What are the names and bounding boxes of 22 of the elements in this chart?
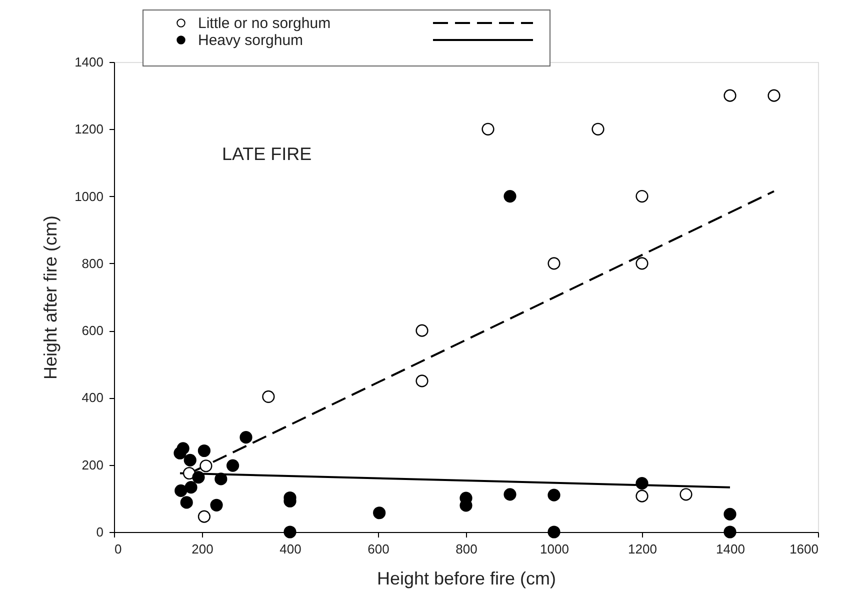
x-tick-label: 800 — [456, 542, 478, 556]
y-axis-title: Height after fire (cm) — [40, 215, 61, 380]
y-tick-label: 200 — [82, 457, 104, 472]
x-tick-label: 1600 — [790, 542, 818, 556]
y-tick-label: 1400 — [74, 54, 104, 70]
y-tick-label: 1000 — [74, 188, 104, 204]
y-tick-label: 600 — [82, 323, 104, 338]
y-tick-label: 400 — [82, 390, 104, 406]
y-tick-label: 0 — [96, 524, 104, 540]
y-tick-label: 1200 — [74, 122, 104, 137]
y-tick-label: 800 — [82, 256, 104, 271]
legend-label: Heavy sorghum — [198, 32, 304, 49]
legend-label: Little or no sorghum — [198, 15, 331, 32]
x-tick-label: 1000 — [540, 542, 569, 556]
x-tick-label: 400 — [280, 542, 302, 556]
x-axis-title: Height before fire (cm) — [376, 568, 556, 588]
x-tick-label: 1200 — [628, 542, 657, 556]
x-tick-label: 1400 — [716, 542, 745, 556]
x-tick-label: 200 — [192, 542, 214, 556]
x-tick-label: 600 — [368, 542, 390, 556]
x-tick-label: 0 — [114, 542, 122, 556]
annotation: LATE FIRE — [222, 144, 312, 164]
